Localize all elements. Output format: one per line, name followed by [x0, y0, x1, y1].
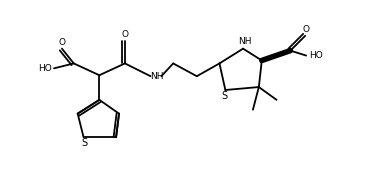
Text: O: O [58, 38, 65, 47]
Text: HO: HO [38, 64, 52, 73]
Text: S: S [81, 138, 88, 148]
Text: HO: HO [309, 51, 323, 60]
Text: O: O [121, 30, 128, 39]
Text: O: O [303, 25, 310, 34]
Text: S: S [221, 91, 228, 101]
Text: NH: NH [238, 37, 252, 46]
Text: NH: NH [150, 72, 163, 81]
